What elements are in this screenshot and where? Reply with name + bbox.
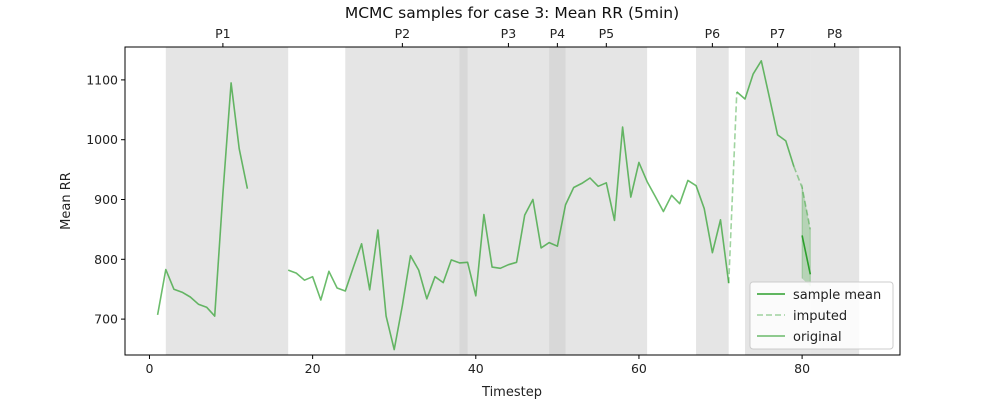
series-original-segment-1 xyxy=(156,82,249,317)
series-sample-mean-segment-1 xyxy=(801,235,812,275)
phase-label-p1: P1 xyxy=(215,26,231,41)
phase-band-p3 xyxy=(459,47,566,355)
y-axis-ticks: 700 800 900 1000 1100 xyxy=(86,72,125,327)
series-original-segment-2 xyxy=(287,126,730,351)
phase-label-p8: P8 xyxy=(827,26,843,41)
series-imputed-segment-1 xyxy=(727,91,738,284)
y-tick-label-800: 800 xyxy=(94,252,118,267)
y-tick-label-1100: 1100 xyxy=(86,72,118,87)
series-lines xyxy=(156,59,812,351)
legend-label-sample-mean: sample mean xyxy=(793,288,881,303)
phase-band-p1 xyxy=(165,47,289,355)
chart-title: MCMC samples for case 3: Mean RR (5min) xyxy=(345,4,679,22)
phase-band-p2 xyxy=(345,47,468,355)
y-axis-label: Mean RR xyxy=(59,172,74,230)
phase-band-p5 xyxy=(565,47,648,355)
x-tick-label-20: 20 xyxy=(305,361,321,376)
phase-label-p5: P5 xyxy=(599,26,615,41)
legend-box xyxy=(749,281,894,350)
x-tick-label-80: 80 xyxy=(794,361,810,376)
series-original-segment-3 xyxy=(736,59,795,167)
phase-band-p4 xyxy=(549,47,566,355)
series-imputed-segment-2 xyxy=(793,166,812,230)
x-axis-ticks: 0 20 40 60 80 xyxy=(145,355,810,376)
x-axis-label: Timestep xyxy=(481,385,542,400)
legend: sample mean imputed original xyxy=(749,281,894,350)
y-tick-label-700: 700 xyxy=(94,312,118,327)
phase-labels: P1 P2 P3 P4 P5 P6 P7 P8 xyxy=(215,26,843,47)
x-tick-label-0: 0 xyxy=(145,361,153,376)
x-tick-label-60: 60 xyxy=(631,361,647,376)
phase-label-p6: P6 xyxy=(705,26,721,41)
legend-label-imputed: imputed xyxy=(793,309,847,324)
y-tick-label-1000: 1000 xyxy=(86,132,118,147)
phase-label-p3: P3 xyxy=(501,26,517,41)
phase-label-p4: P4 xyxy=(550,26,566,41)
x-tick-label-40: 40 xyxy=(468,361,484,376)
legend-label-original: original xyxy=(793,330,842,345)
phase-label-p2: P2 xyxy=(395,26,411,41)
plot-frame xyxy=(124,46,901,356)
phase-label-p7: P7 xyxy=(770,26,786,41)
y-tick-label-900: 900 xyxy=(94,192,118,207)
